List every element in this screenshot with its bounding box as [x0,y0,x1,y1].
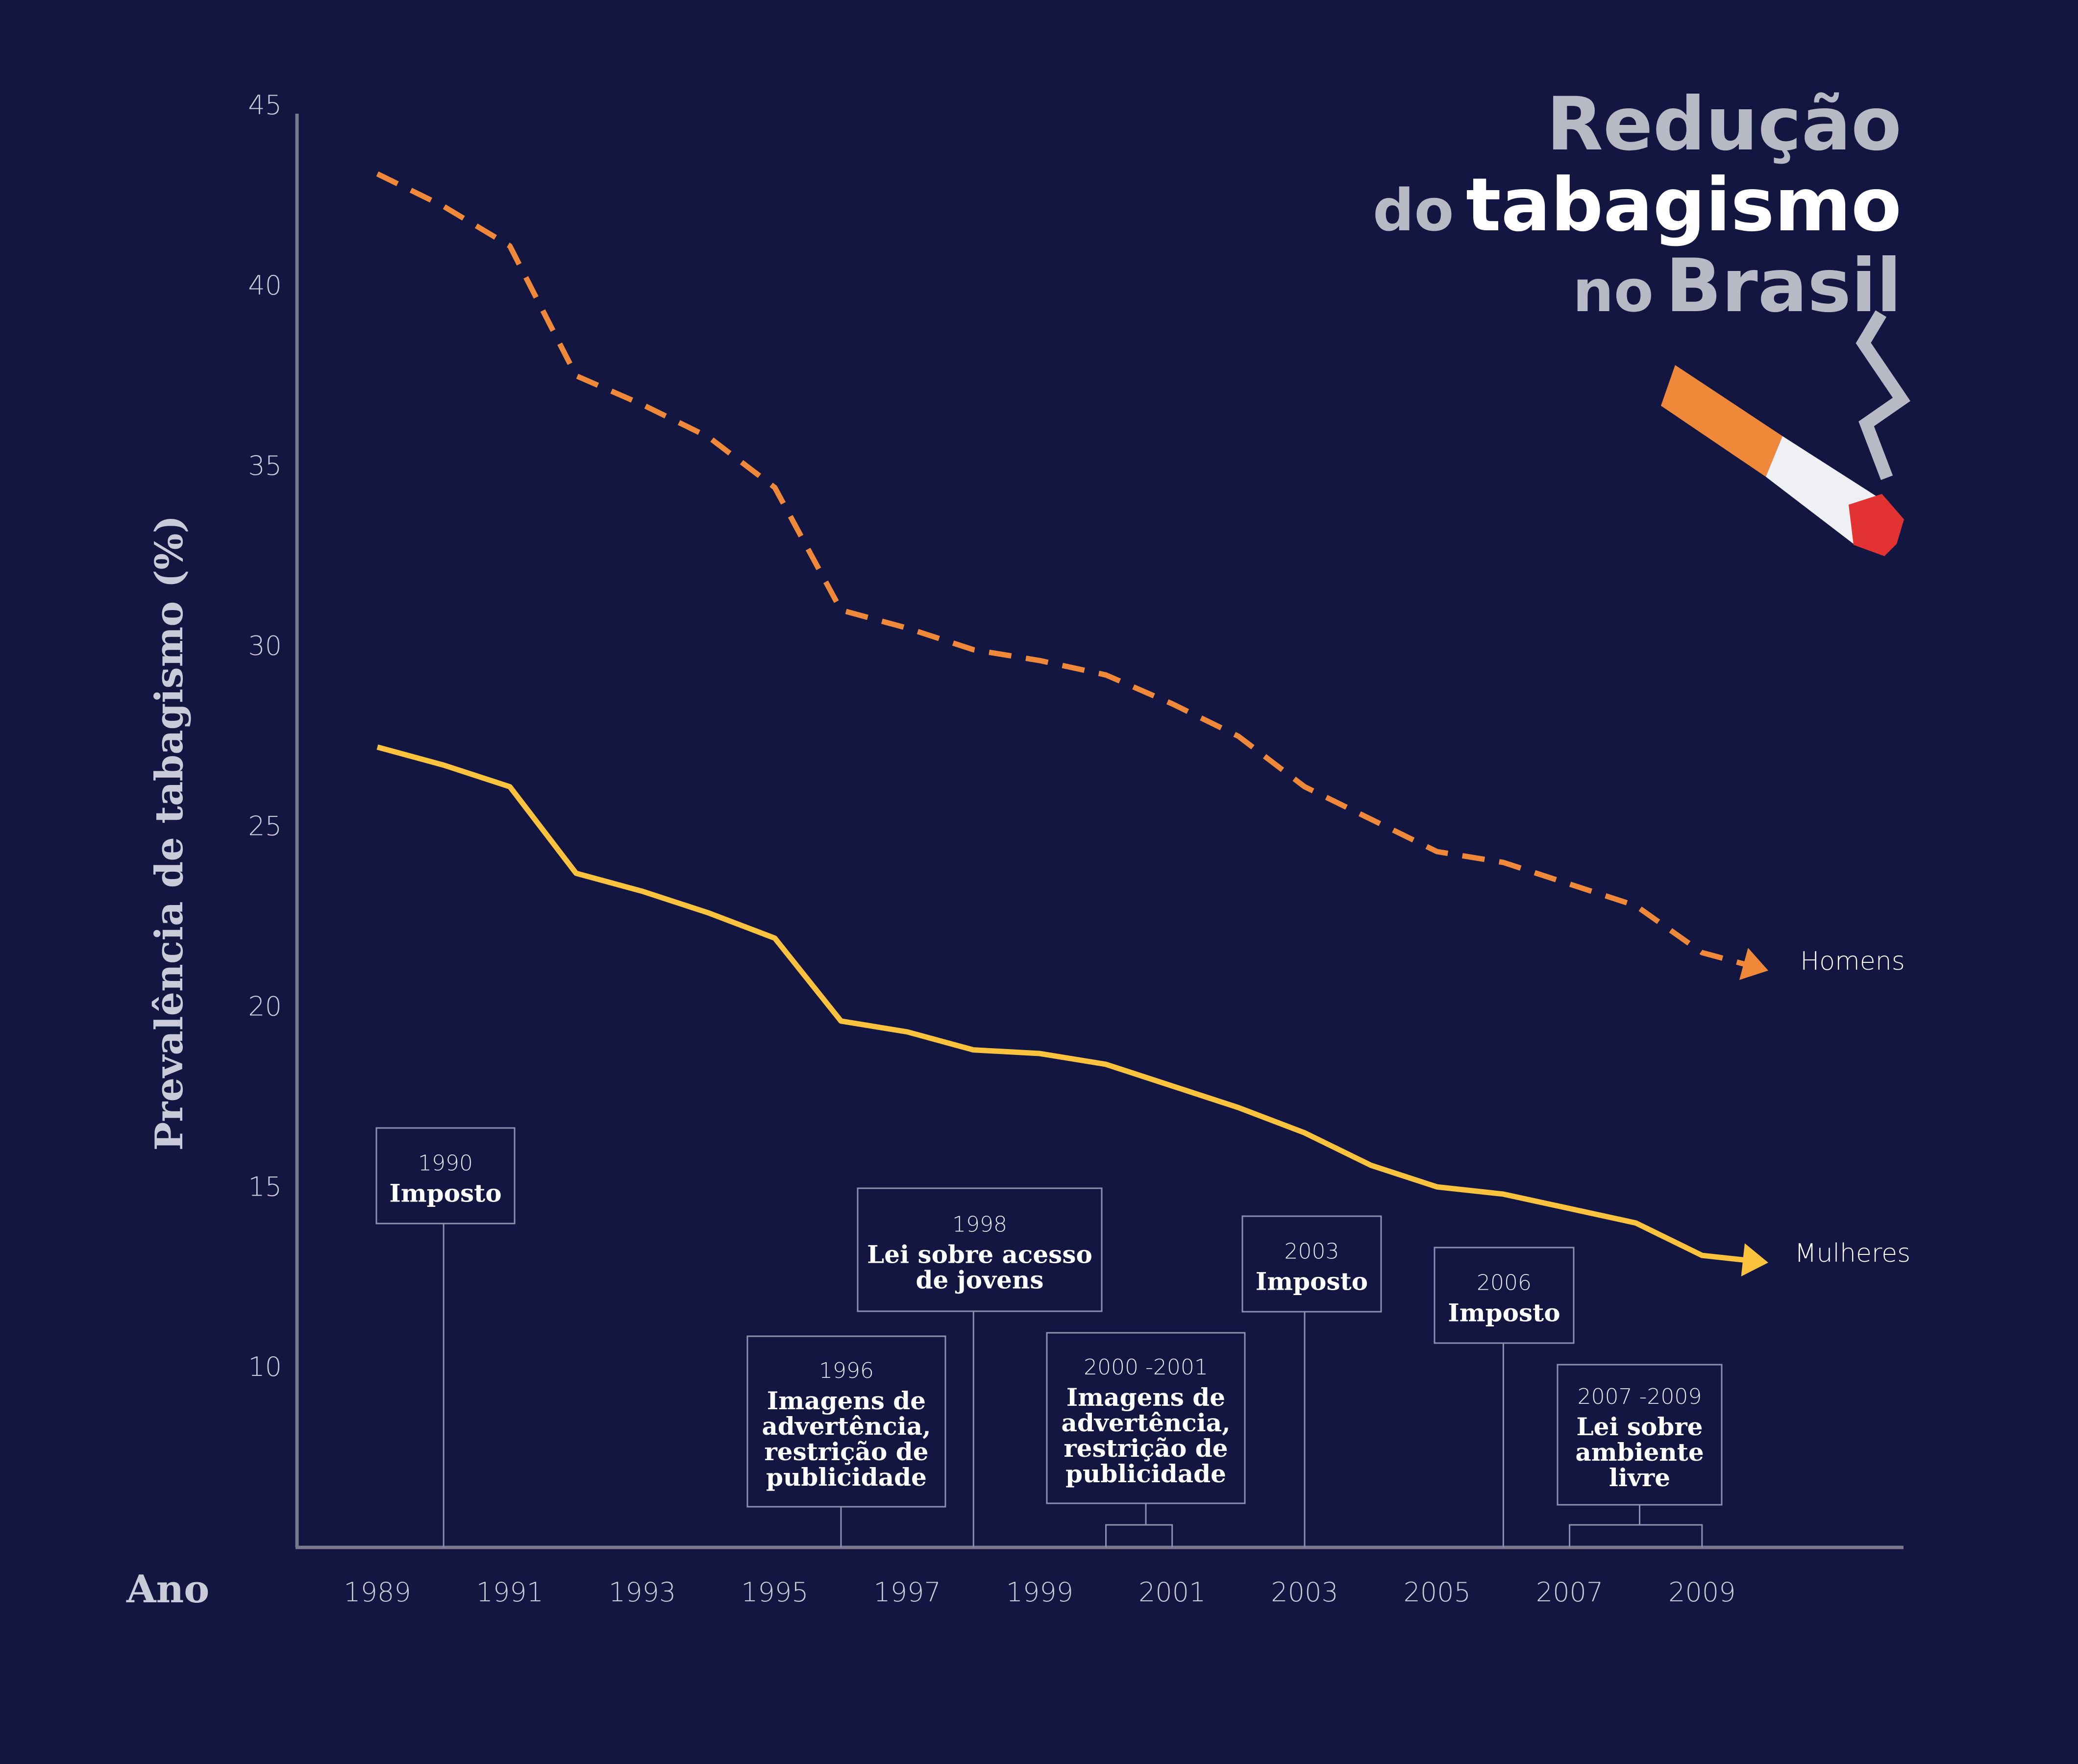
y-axis-title: Prevalência de tabagismo (%) [147,515,192,1151]
annotation-year: 1998 [952,1212,1007,1237]
chart-title: Redução do tabagismo no Brasil [1373,82,1902,329]
annotation-text: Imagens de [767,1386,926,1415]
title-line-2-light: do [1373,176,1454,244]
y-tick-label-35: 35 [248,450,282,481]
x-tick-label-2001: 2001 [1138,1577,1206,1608]
series-line-mulheres [376,744,1749,1263]
annotation-range-bracket [1569,1524,1703,1547]
annotation-year: 1990 [418,1151,473,1176]
series-arrow-mulheres [1741,1243,1768,1276]
title-line-2-bold: tabagismo [1466,163,1902,248]
annotation-year: 1996 [819,1358,874,1383]
x-tick-label-2009: 2009 [1668,1577,1735,1608]
annotation-box [375,1127,516,1225]
y-tick-label-20: 20 [248,991,282,1022]
annotation-text: Imagens de [1066,1383,1225,1412]
y-tick-label-10: 10 [248,1351,282,1382]
title-line-3-light: no [1573,257,1654,325]
annotation-text: publicidade [766,1463,927,1492]
annotation-text: Imposto [389,1179,501,1208]
y-tick-labels: 10 15 20 25 30 35 40 45 [248,90,282,1382]
annotation-box [1434,1247,1575,1344]
x-tick-label-2007: 2007 [1536,1577,1603,1608]
annotation-text: livre [1609,1463,1670,1492]
cigarette-ember [1849,494,1904,556]
y-tick-label-30: 30 [248,631,282,662]
y-tick-label-45: 45 [248,90,282,121]
series-line-homens [376,171,1750,968]
annotation-text: de jovens [916,1266,1044,1295]
annotation-text: Imposto [1256,1267,1368,1296]
x-tick-label-1997: 1997 [873,1577,940,1608]
annotation-box [746,1335,946,1508]
x-tick-label-1989: 1989 [344,1577,411,1608]
title-line-1: Redução [1546,82,1902,167]
y-tick-label-40: 40 [248,270,282,301]
annotation-text: ambiente [1575,1438,1704,1467]
cigarette-icon [1661,310,1910,556]
y-tick-label-15: 15 [248,1171,282,1202]
x-tick-label-2005: 2005 [1404,1577,1471,1608]
x-tick-label-1995: 1995 [741,1577,808,1608]
series-label-mulheres: Mulheres [1795,1239,1911,1268]
annotation-text: Imposto [1448,1298,1560,1327]
x-tick-label-1991: 1991 [476,1577,544,1608]
title-line-3: no Brasil [1573,244,1902,329]
annotation-year: 2003 [1285,1239,1339,1264]
x-tick-label-1993: 1993 [609,1577,676,1608]
smoke-icon [1855,310,1910,480]
title-line-3-bold: Brasil [1665,244,1902,329]
annotation-5: 2003 Imposto [1241,1215,1382,1547]
x-tick-label-1999: 1999 [1006,1577,1073,1608]
annotation-box [857,1187,1103,1312]
annotation-text: publicidade [1065,1459,1226,1488]
axes [295,114,1904,1549]
annotation-1: 1990 Imposto [375,1127,516,1547]
series-label-homens: Homens [1800,947,1905,976]
annotation-year: 2000 -2001 [1084,1355,1208,1380]
annotation-4: 2000 -2001 Imagens deadvertência,restriçã… [1046,1332,1246,1547]
x-axis-title: Ano [126,1567,209,1612]
cigarette-filter [1661,365,1782,477]
title-line-2: do tabagismo [1373,163,1902,248]
series-lines: Homens Mulheres [376,171,1911,1276]
annotation-year: 2006 [1477,1271,1532,1296]
series-mulheres: Mulheres [376,744,1911,1276]
x-tick-label-2003: 2003 [1271,1577,1338,1608]
series-arrow-homens [1739,948,1768,980]
y-tick-label-25: 25 [248,811,282,842]
annotation-text: Lei sobre [1577,1412,1703,1441]
annotation-text: Lei sobre acesso [867,1240,1092,1269]
x-tick-labels: 1989 1991 1993 1995 1997 1999 2001 2003 2005 2007… [344,1577,1735,1608]
annotation-box [1241,1215,1382,1313]
series-homens: Homens [376,171,1905,980]
annotation-text: restrição de [1064,1434,1228,1463]
annotation-year: 2007 -2009 [1578,1384,1702,1409]
annotation-text: advertência, [762,1412,931,1441]
annotation-range-bracket [1105,1524,1173,1547]
annotation-text: advertência, [1061,1408,1230,1437]
annotation-text: restrição de [764,1437,928,1466]
